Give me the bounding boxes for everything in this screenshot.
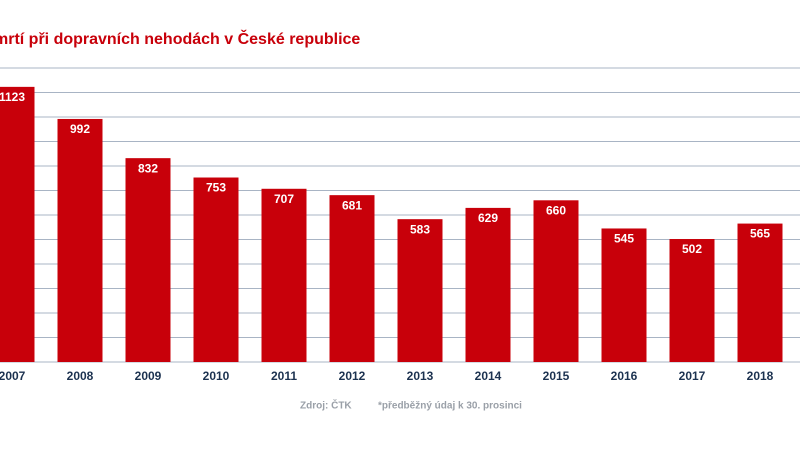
value-label: 660 — [546, 203, 566, 217]
bar — [125, 158, 171, 362]
x-tick-label: 2010 — [203, 369, 230, 383]
bar — [193, 177, 239, 362]
value-label: 629 — [478, 211, 498, 225]
bar — [397, 219, 443, 362]
x-tick-label: 2007 — [0, 369, 26, 383]
value-label: 502 — [682, 242, 702, 256]
bar — [465, 207, 511, 362]
value-label: 753 — [206, 181, 226, 195]
bar — [329, 195, 375, 362]
bar — [57, 118, 103, 363]
x-tick-label: 2008 — [67, 369, 94, 383]
x-tick-label: 2014 — [475, 369, 502, 383]
x-tick-label: 2009 — [135, 369, 162, 383]
value-label: 583 — [410, 222, 430, 236]
x-tick-label: 2015 — [543, 369, 570, 383]
x-tick-label: 2013 — [407, 369, 434, 383]
value-label: 565 — [750, 227, 770, 241]
x-tick-label: 2011 — [271, 369, 297, 383]
x-tick-label: 2018 — [747, 369, 774, 383]
x-tick-label: 2012 — [339, 369, 366, 383]
source: Zdroj: ČTK — [300, 399, 352, 412]
x-tick-label: 2016 — [611, 369, 638, 383]
bar — [601, 228, 647, 362]
note: *předběžný údaj k 30. prosinci — [378, 401, 522, 412]
bar — [0, 86, 35, 363]
bar — [533, 200, 579, 362]
value-label: 832 — [138, 161, 158, 175]
value-label: 681 — [342, 198, 362, 212]
value-label: 1123 — [0, 90, 25, 104]
x-tick-label: 2017 — [679, 369, 706, 383]
value-label: 707 — [274, 192, 294, 206]
value-label: 545 — [614, 232, 634, 246]
value-label: 992 — [70, 122, 90, 136]
chart-title: mrtí při dopravních nehodách v České rep… — [0, 29, 360, 48]
bar — [669, 239, 715, 362]
bar — [261, 188, 307, 362]
bar — [737, 223, 783, 362]
